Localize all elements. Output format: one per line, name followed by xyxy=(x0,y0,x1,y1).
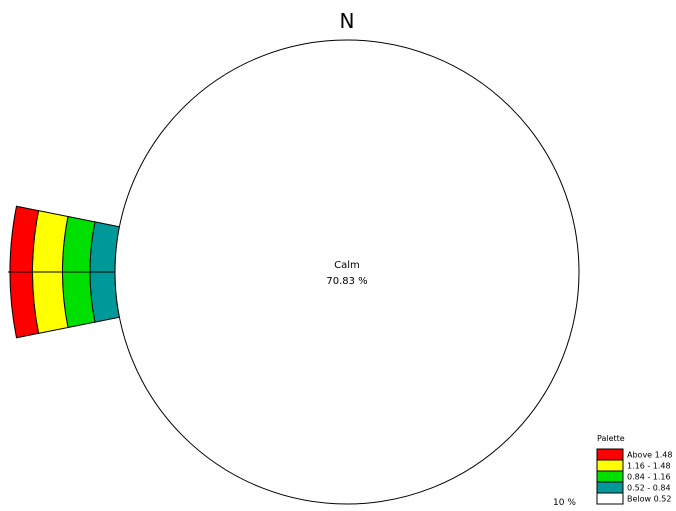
legend-label-0: Above 1.48 xyxy=(627,451,672,460)
calm-label: Calm xyxy=(334,260,360,271)
legend-label-3: 0.52 - 0.84 xyxy=(627,484,671,493)
legend-label-1: 1.16 - 1.48 xyxy=(627,462,671,471)
legend: Palette Above 1.48 1.16 - 1.48 0.84 - 1.16… xyxy=(596,434,672,505)
legend-swatch-4 xyxy=(596,492,624,505)
calm-circle xyxy=(114,39,580,505)
legend-label-4: Below 0.52 xyxy=(627,495,671,504)
legend-title: Palette xyxy=(597,434,625,443)
legend-swatch-3 xyxy=(596,481,624,494)
legend-swatch-1 xyxy=(596,459,624,472)
north-label: N xyxy=(340,9,355,33)
calm-value: 70.83 % xyxy=(326,276,367,287)
legend-swatch-0 xyxy=(596,448,624,461)
legend-items: Above 1.48 1.16 - 1.48 0.84 - 1.16 0.52 - 0… xyxy=(596,448,672,505)
legend-swatch-2 xyxy=(596,470,624,483)
scale-label: 10 % xyxy=(553,498,576,508)
legend-label-2: 0.84 - 1.16 xyxy=(627,473,671,482)
